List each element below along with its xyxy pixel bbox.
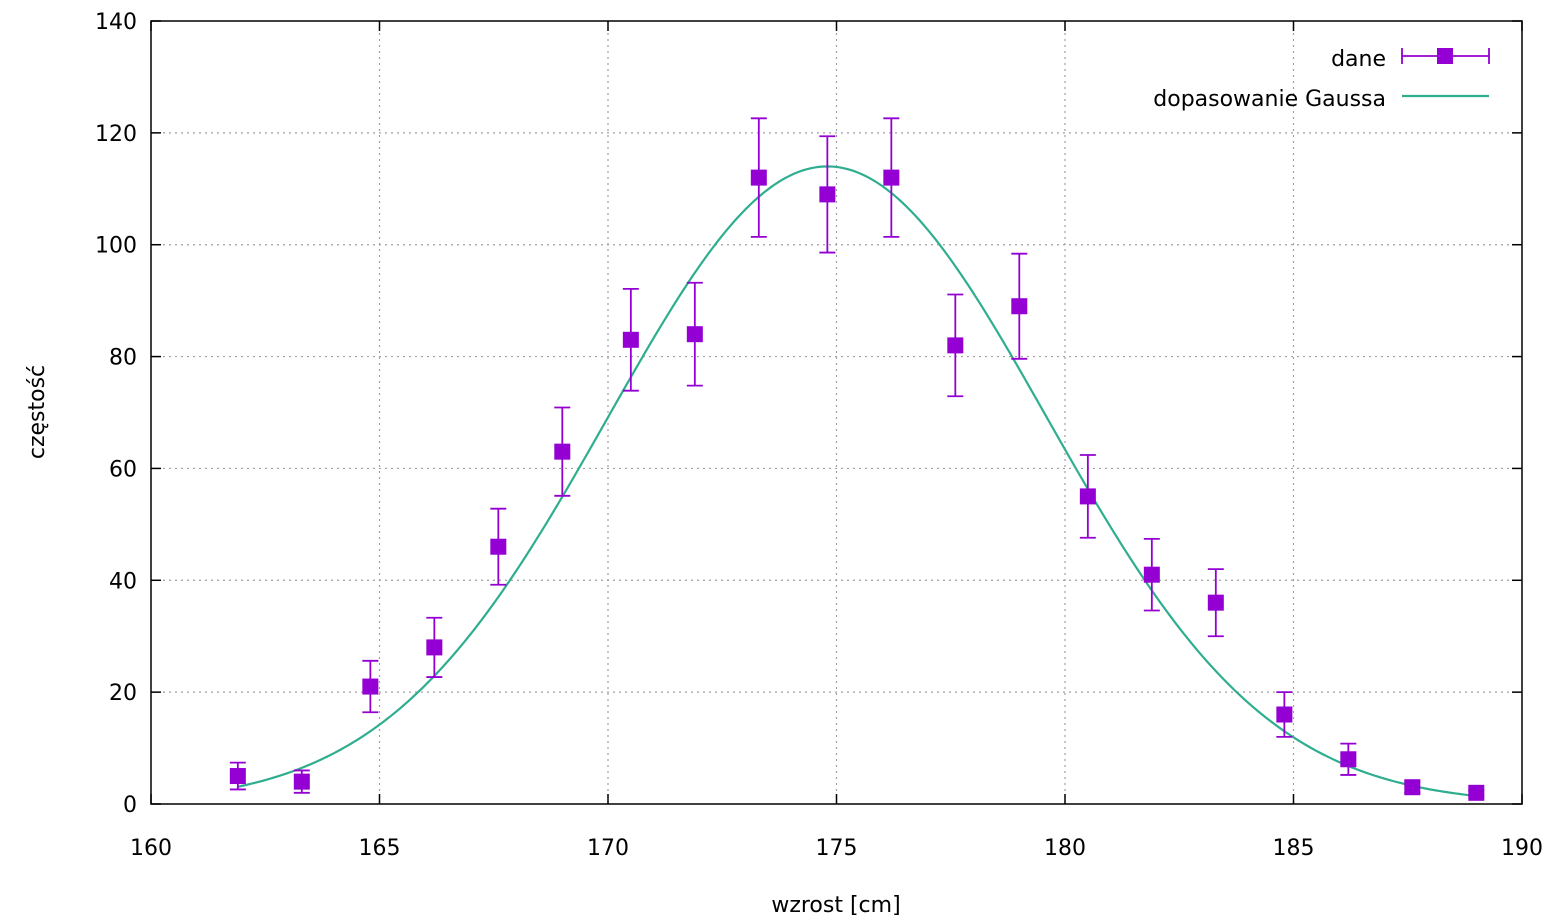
data-marker bbox=[426, 639, 443, 656]
fit-curve-group bbox=[237, 165, 1477, 798]
data-marker bbox=[1079, 488, 1096, 505]
data-marker bbox=[819, 186, 836, 203]
fit-curve bbox=[237, 165, 1477, 798]
x-tick-label: 165 bbox=[359, 836, 401, 861]
data-marker bbox=[1404, 779, 1421, 796]
data-marker bbox=[750, 169, 767, 186]
data-marker bbox=[1340, 751, 1357, 768]
data-marker bbox=[1468, 784, 1485, 801]
data-point bbox=[1404, 779, 1421, 796]
data-point bbox=[686, 281, 703, 387]
data-marker bbox=[1276, 706, 1293, 723]
data-points-group bbox=[229, 117, 1485, 801]
legend: dane dopasowanie Gaussa bbox=[1153, 47, 1490, 112]
x-tick-label: 185 bbox=[1273, 836, 1315, 861]
data-marker bbox=[1143, 566, 1160, 583]
data-point bbox=[819, 135, 836, 254]
data-point bbox=[1468, 784, 1485, 801]
legend-marker bbox=[1437, 48, 1453, 64]
legend-sample-dane bbox=[1401, 48, 1490, 64]
data-marker bbox=[622, 331, 639, 348]
data-point bbox=[750, 117, 767, 238]
data-marker bbox=[554, 443, 571, 460]
data-point bbox=[426, 616, 443, 678]
data-point bbox=[1011, 252, 1028, 360]
data-point bbox=[883, 117, 900, 238]
data-point bbox=[1143, 537, 1160, 612]
data-point bbox=[229, 761, 246, 791]
data-point bbox=[947, 293, 964, 398]
data-point bbox=[1079, 454, 1096, 539]
legend-label-gauss: dopasowanie Gaussa bbox=[1153, 87, 1386, 112]
x-tick-label: 175 bbox=[816, 836, 858, 861]
data-marker bbox=[883, 169, 900, 186]
data-marker bbox=[1207, 594, 1224, 611]
y-tick-label: 40 bbox=[109, 569, 137, 594]
data-marker bbox=[229, 768, 246, 785]
data-marker bbox=[362, 678, 379, 695]
data-marker bbox=[1011, 298, 1028, 315]
legend-label-dane: dane bbox=[1331, 47, 1386, 72]
data-point bbox=[1207, 568, 1224, 638]
data-marker bbox=[947, 337, 964, 354]
x-tick-label: 190 bbox=[1501, 836, 1543, 861]
y-tick-label: 100 bbox=[95, 234, 137, 259]
y-tick-label: 20 bbox=[109, 681, 137, 706]
x-axis-label: wzrost [cm] bbox=[771, 893, 900, 918]
data-point bbox=[490, 507, 507, 586]
y-tick-label: 140 bbox=[95, 10, 137, 35]
x-tick-label: 170 bbox=[587, 836, 629, 861]
data-marker bbox=[293, 773, 310, 790]
x-tick-label: 180 bbox=[1044, 836, 1086, 861]
y-tick-label: 120 bbox=[95, 122, 137, 147]
y-axis-label: częstość bbox=[25, 365, 50, 459]
tick-labels: 160 165 170 175 180 185 190 0 20 40 60 80 100 120 140 bbox=[95, 10, 1543, 861]
axis-ticks bbox=[150, 20, 1523, 805]
data-marker bbox=[686, 326, 703, 343]
data-point bbox=[1276, 691, 1293, 738]
plot-frame bbox=[150, 20, 1523, 805]
data-point bbox=[362, 659, 379, 714]
data-point bbox=[554, 406, 571, 497]
grid bbox=[151, 21, 1522, 804]
data-point bbox=[293, 769, 310, 794]
y-tick-label: 80 bbox=[109, 346, 137, 371]
data-marker bbox=[490, 538, 507, 555]
data-point bbox=[1340, 742, 1357, 776]
data-point bbox=[622, 287, 639, 392]
x-tick-label: 160 bbox=[130, 836, 172, 861]
y-tick-label: 0 bbox=[123, 793, 137, 818]
y-tick-label: 60 bbox=[109, 457, 137, 482]
